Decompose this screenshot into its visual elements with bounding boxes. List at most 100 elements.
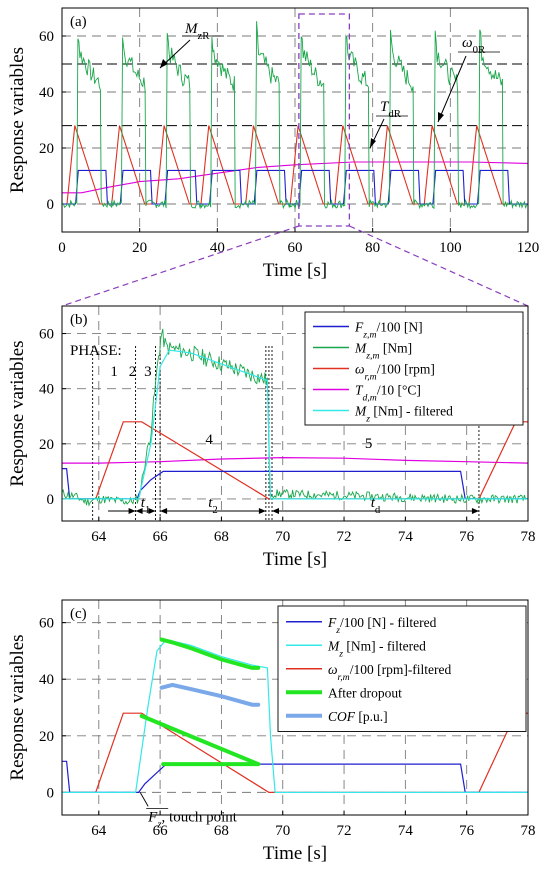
series-line bbox=[62, 760, 528, 793]
y-axis-label: Response variables bbox=[7, 340, 28, 486]
arrow-head bbox=[370, 138, 376, 148]
zoom-window bbox=[298, 13, 351, 227]
phase-number: 1 bbox=[110, 364, 118, 380]
series-line bbox=[62, 349, 528, 500]
x-tick-label: 68 bbox=[214, 823, 229, 839]
panel-label: (b) bbox=[70, 312, 88, 328]
legend-entry: ωr,m/100 [rpm] bbox=[355, 362, 435, 383]
y-tick-label: 20 bbox=[39, 141, 54, 157]
arrow-head bbox=[148, 508, 156, 514]
series-line-mz bbox=[62, 21, 528, 210]
axes-frame bbox=[61, 7, 529, 233]
panel-b: 64 66 68 70 72 74 76 78 0 20 40 60 Time [s] Response … bbox=[7, 305, 536, 570]
y-tick-label: 0 bbox=[47, 492, 55, 508]
annotation-tdr: TdR bbox=[380, 99, 402, 120]
y-tick-label: 40 bbox=[39, 85, 54, 101]
x-tick-label: 78 bbox=[521, 823, 536, 839]
x-tick-label: 74 bbox=[398, 823, 414, 839]
x-axis-label: Time [s] bbox=[263, 260, 327, 281]
series-line bbox=[62, 638, 528, 793]
annotation-arrow bbox=[437, 55, 467, 123]
x-tick-label: 70 bbox=[275, 823, 290, 839]
phase-number: 4 bbox=[205, 432, 213, 448]
x-tick-label: 76 bbox=[459, 529, 475, 545]
arrow-head bbox=[160, 508, 168, 514]
zoom-connector bbox=[349, 225, 529, 307]
arrow-head bbox=[258, 508, 266, 514]
series-line bbox=[139, 714, 261, 767]
legend-entry: ωr,m/100 [rpm]-filtered bbox=[328, 662, 452, 683]
y-tick-label: 0 bbox=[47, 785, 55, 801]
x-tick-label: 66 bbox=[153, 529, 169, 545]
zoom-connector bbox=[61, 225, 300, 307]
x-tick-label: 120 bbox=[517, 240, 540, 256]
annotation-mzr: MzR bbox=[184, 21, 210, 42]
y-tick-label: 0 bbox=[47, 197, 55, 213]
arrow-head bbox=[128, 508, 136, 514]
y-tick-label: 20 bbox=[39, 437, 54, 453]
legend-entry: Mz [Nm] - filtered bbox=[354, 404, 453, 425]
series-line bbox=[159, 682, 261, 707]
panel-c: 64 66 68 70 72 74 76 78 0 20 40 60 Time [s] Response … bbox=[7, 599, 536, 864]
x-tick-label: 78 bbox=[521, 529, 536, 545]
arrow-head bbox=[160, 59, 168, 68]
x-tick-label: 66 bbox=[153, 823, 169, 839]
x-tick-label: 74 bbox=[398, 529, 414, 545]
arrow-head bbox=[471, 508, 479, 514]
panel-label: (c) bbox=[70, 606, 87, 622]
y-tick-label: 60 bbox=[39, 327, 54, 343]
arrow-head bbox=[135, 508, 143, 514]
axes-frame bbox=[61, 599, 529, 816]
panel-label: (a) bbox=[70, 14, 87, 30]
x-tick-label: 72 bbox=[337, 823, 352, 839]
x-tick-label: 64 bbox=[91, 823, 107, 839]
panel-a: 0 20 40 60 80 100 120 0 20 40 60 Time [s] Response v… bbox=[7, 7, 540, 281]
y-axis-label: Response variables bbox=[7, 634, 28, 780]
legend-entry: COF [p.u.] bbox=[328, 709, 388, 724]
panel-a-plot bbox=[62, 21, 528, 210]
phase-number: 3 bbox=[144, 364, 152, 380]
interval-label: t2 bbox=[208, 495, 218, 516]
axes-frame bbox=[61, 305, 529, 522]
x-tick-label: 40 bbox=[210, 240, 225, 256]
x-tick-label: 68 bbox=[214, 529, 229, 545]
y-tick-label: 60 bbox=[39, 29, 54, 45]
legend-entry: Mz,m [Nm] bbox=[354, 341, 412, 362]
interval-label: t1 bbox=[141, 495, 151, 516]
interval-label: td bbox=[371, 495, 381, 516]
series-line bbox=[159, 637, 261, 670]
x-tick-label: 76 bbox=[459, 823, 475, 839]
phase-number: 5 bbox=[365, 436, 373, 452]
x-axis-label: Time [s] bbox=[263, 843, 327, 864]
arrow-head bbox=[272, 508, 280, 514]
y-tick-label: 60 bbox=[39, 616, 54, 632]
legend-entry: Td,m/10 [°C] bbox=[355, 383, 421, 404]
phase-number: 2 bbox=[129, 364, 137, 380]
legend-entry: Mz [Nm] - filtered bbox=[327, 638, 426, 659]
series-line bbox=[62, 468, 528, 500]
x-tick-label: 70 bbox=[275, 529, 290, 545]
x-tick-label: 0 bbox=[58, 240, 66, 256]
series-line bbox=[62, 421, 528, 500]
legend-entry: Fz/100 [N] - filtered bbox=[327, 615, 437, 636]
y-tick-label: 40 bbox=[39, 382, 54, 398]
annotation-leader bbox=[139, 792, 149, 807]
annotation-w0r: ω0R bbox=[462, 35, 486, 56]
x-tick-label: 20 bbox=[132, 240, 147, 256]
legend-entry: After dropout bbox=[328, 685, 402, 700]
x-tick-label: 60 bbox=[288, 240, 303, 256]
series-line bbox=[62, 456, 528, 464]
annotation-touch-point: Fz, touch point bbox=[147, 809, 238, 830]
x-tick-label: 64 bbox=[91, 529, 107, 545]
x-tick-label: 80 bbox=[365, 240, 380, 256]
arrow-head bbox=[438, 112, 444, 122]
legend-entry: Fz,m/100 [N] bbox=[354, 320, 423, 341]
x-tick-label: 72 bbox=[337, 529, 352, 545]
y-axis-label: Response variables bbox=[7, 47, 28, 193]
y-tick-label: 20 bbox=[39, 729, 54, 745]
phase-label: PHASE: bbox=[70, 343, 122, 359]
y-tick-label: 40 bbox=[39, 672, 54, 688]
x-tick-label: 100 bbox=[439, 240, 462, 256]
x-axis-label: Time [s] bbox=[263, 549, 327, 570]
